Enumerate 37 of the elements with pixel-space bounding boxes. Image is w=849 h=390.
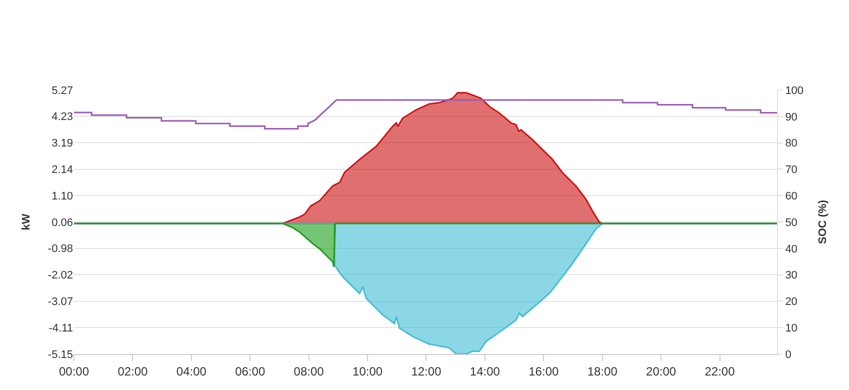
x-tick-label: 02:00 bbox=[118, 364, 148, 378]
y-tick-label: 1.10 bbox=[52, 190, 73, 202]
y-tick-label: -3.07 bbox=[48, 296, 73, 308]
y2-tick-label: 70 bbox=[785, 164, 798, 176]
y2-tick-label: 100 bbox=[785, 84, 804, 97]
y2-tick-label: 0 bbox=[785, 348, 792, 361]
x-tick-label: 04:00 bbox=[176, 364, 207, 378]
line-series bbox=[74, 99, 777, 130]
y2-tick-label: 30 bbox=[785, 270, 798, 282]
x-tick-label: 06:00 bbox=[235, 364, 266, 378]
y-tick-label: -5.15 bbox=[48, 348, 73, 361]
y-tick-label: 4.23 bbox=[52, 111, 73, 124]
x-tick-label: 00:00 bbox=[58, 364, 90, 378]
y2-axis-title: SOC (%) bbox=[816, 200, 829, 244]
y2-tick-label: 50 bbox=[785, 216, 798, 229]
y-tick-label: 3.19 bbox=[52, 138, 73, 150]
y-tick-label: -4.11 bbox=[48, 322, 73, 334]
y-tick-label: 2.14 bbox=[52, 164, 73, 176]
y-tick-label: 0.06 bbox=[52, 216, 73, 229]
y2-tick-label: 40 bbox=[785, 243, 798, 256]
y2-tick-label: 60 bbox=[785, 190, 798, 202]
y-tick-label: -2.02 bbox=[48, 270, 73, 282]
x-tick-label: 20:00 bbox=[646, 364, 676, 378]
x-tick-label: 18:00 bbox=[587, 364, 618, 378]
y2-tick-label: 10 bbox=[785, 322, 798, 334]
y-tick-label: -0.98 bbox=[48, 243, 73, 256]
x-tick-label: 16:00 bbox=[528, 364, 559, 378]
x-tick-label: 08:00 bbox=[294, 364, 324, 378]
x-tick-label: 14:00 bbox=[470, 364, 500, 378]
y-tick-label: 5.27 bbox=[52, 84, 73, 97]
y2-tick-label: 90 bbox=[785, 111, 798, 124]
x-tick-label: 10:00 bbox=[352, 364, 383, 378]
y2-tick-label: 80 bbox=[785, 138, 798, 150]
y2-tick-label: 20 bbox=[785, 296, 798, 308]
y-axis-title: kW bbox=[20, 213, 33, 230]
x-tick-label: 22:00 bbox=[704, 364, 736, 378]
x-tick-label: 12:00 bbox=[411, 364, 442, 378]
